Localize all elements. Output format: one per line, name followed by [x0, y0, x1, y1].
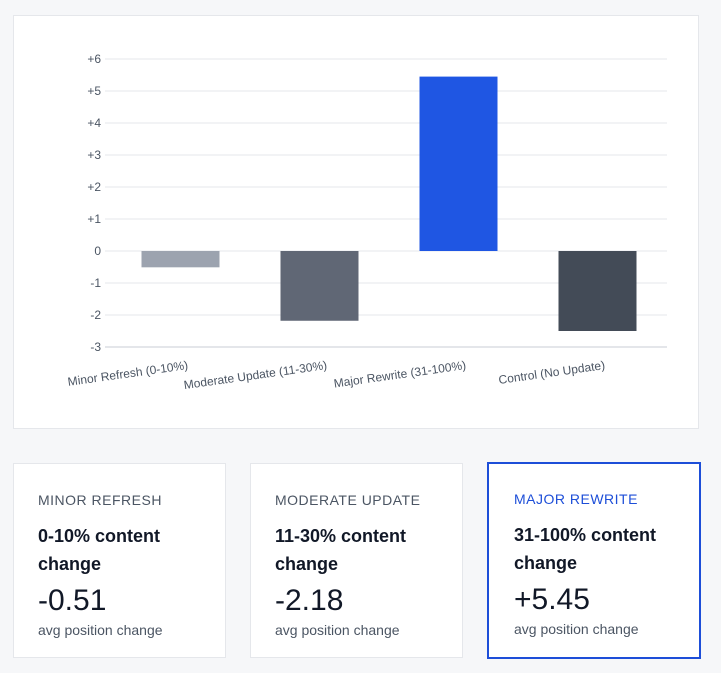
stat-card-minor-refresh: MINOR REFRESH 0-10% content change -0.51…: [13, 463, 226, 658]
x-category-label: Minor Refresh (0-10%): [67, 358, 189, 389]
chart-card: +6 +5 +4 +3 +2 +1 0 -1 -2 -3 Minor Refresh (0-10%)…: [13, 15, 699, 429]
x-category-label: Moderate Update (11-30%): [183, 358, 328, 392]
bar[interactable]: [141, 251, 220, 268]
stat-card-moderate-update: MODERATE UPDATE 11-30% content change -2…: [250, 463, 463, 658]
y-tick-label: -2: [90, 308, 101, 322]
stat-card-caption: avg position change: [38, 622, 163, 638]
bar-chart: +6 +5 +4 +3 +2 +1 0 -1 -2 -3 Minor Refresh (0-10%)…: [67, 52, 667, 392]
x-category-label: Control (No Update): [498, 358, 606, 387]
stat-card-title: MODERATE UPDATE: [275, 492, 421, 508]
stat-card-value: +5.45: [514, 583, 590, 616]
y-tick-label: +3: [87, 148, 101, 162]
y-tick-label: +2: [87, 180, 101, 194]
y-tick-label: +1: [87, 212, 101, 226]
y-tick-label: -3: [90, 340, 101, 354]
y-tick-label: +4: [87, 116, 101, 130]
stat-card-caption: avg position change: [514, 621, 639, 637]
y-tick-label: 0: [94, 244, 101, 258]
stat-card-title: MAJOR REWRITE: [514, 491, 638, 507]
bar[interactable]: [280, 251, 359, 321]
y-tick-label: +6: [87, 52, 101, 66]
stat-card-description: 11-30% content change: [275, 526, 407, 574]
stat-card-description: 31-100% content change: [514, 525, 657, 573]
y-tick-label: -1: [90, 276, 101, 290]
stat-card-description: 0-10% content change: [38, 526, 161, 574]
stat-card-major-rewrite: MAJOR REWRITE 31-100% content change +5.…: [487, 462, 701, 659]
stat-card-value: -0.51: [38, 584, 107, 617]
y-tick-label: +5: [87, 84, 101, 98]
stat-card-title: MINOR REFRESH: [38, 492, 162, 508]
stat-card-value: -2.18: [275, 584, 344, 617]
bar[interactable]: [419, 76, 498, 251]
stat-card-caption: avg position change: [275, 622, 400, 638]
bar[interactable]: [558, 251, 637, 331]
x-category-label: Major Rewrite (31-100%): [333, 358, 467, 390]
